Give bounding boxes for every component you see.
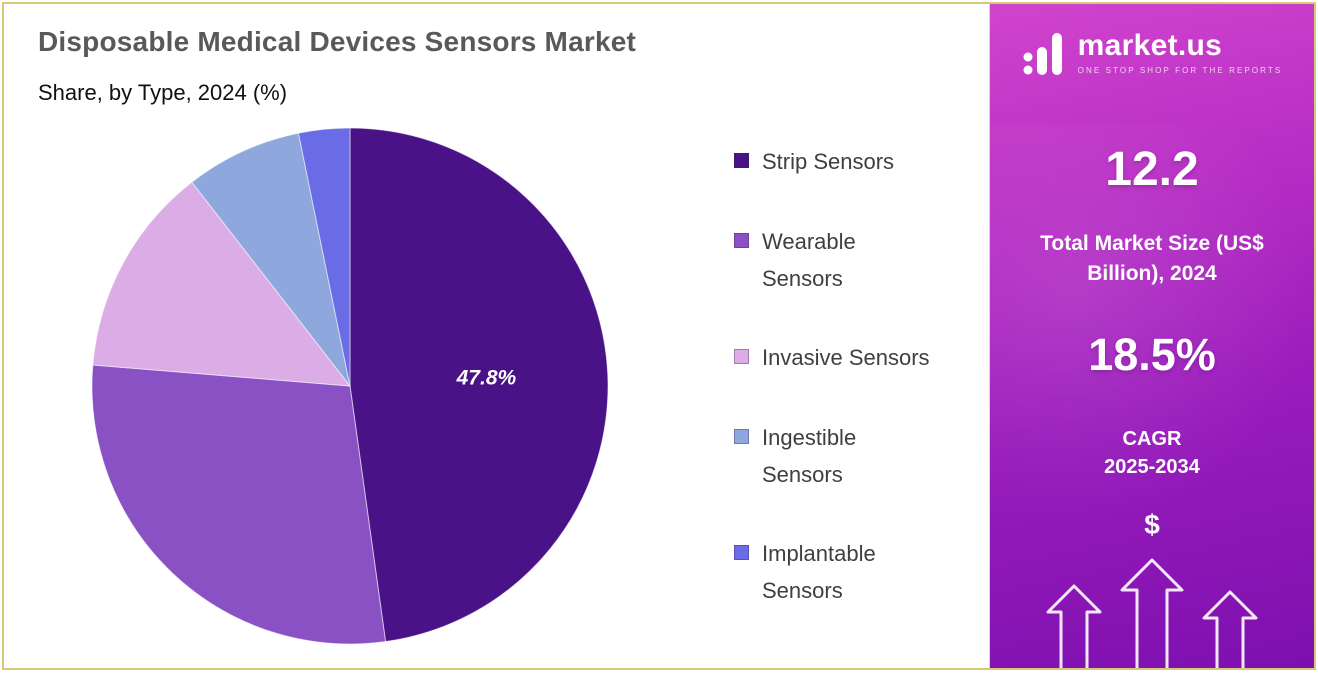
pie-chart-svg: 47.8% xyxy=(91,127,609,645)
growth-arrows-icon xyxy=(1046,558,1258,668)
legend-label: Ingestible Sensors xyxy=(762,424,857,487)
legend-swatch xyxy=(734,428,749,444)
legend-swatch xyxy=(734,349,749,365)
page-title: Disposable Medical Devices Sensors Marke… xyxy=(38,26,637,57)
cagr-value: 18.5% xyxy=(1088,328,1216,380)
brand-name: market.us xyxy=(1077,29,1223,62)
pie-slice-2 xyxy=(92,181,352,387)
legend-label: Invasive Sensors xyxy=(762,345,930,371)
pie-slice-0 xyxy=(349,127,609,643)
legend-swatch xyxy=(734,153,749,168)
legend-item-0: Strip Sensors xyxy=(734,144,930,181)
cagr-label: CAGR 2025-2034 xyxy=(1104,425,1200,481)
cagr-label-line2: 2025-2034 xyxy=(1104,455,1200,478)
market-size-label: Total Market Size (US$ Billion), 2024 xyxy=(1040,232,1264,285)
legend-item-3: Ingestible Sensors xyxy=(734,420,930,494)
market-size-value: 12.2 xyxy=(1105,143,1199,196)
chart-subtitle: Share, by Type, 2024 (%) xyxy=(38,80,288,105)
pie-chart: 47.8% xyxy=(84,120,616,652)
brand-logo: market.us ONE STOP SHOP FOR THE REPORTS xyxy=(1022,30,1283,76)
brand-tagline: ONE STOP SHOP FOR THE REPORTS xyxy=(1077,66,1283,75)
cagr-label-line1: CAGR xyxy=(1122,427,1182,450)
chart-legend: Strip Sensors Wearable Sensors Invasive Se… xyxy=(734,144,930,610)
pie-slice-1 xyxy=(91,364,387,645)
legend-label: Wearable Sensors xyxy=(762,228,856,291)
chart-area: Disposable Medical Devices Sensors Marke… xyxy=(4,4,989,668)
pie-slice-3 xyxy=(191,132,351,387)
brand-logo-text: market.us ONE STOP SHOP FOR THE REPORTS xyxy=(1077,29,1283,76)
legend-label: Implantable Sensors xyxy=(762,541,876,604)
brand-logo-icon xyxy=(1023,33,1062,75)
pie-data-label: 47.8% xyxy=(456,367,517,390)
sidebar-panel: market.us ONE STOP SHOP FOR THE REPORTS … xyxy=(988,4,1314,668)
legend-label: Strip Sensors xyxy=(762,149,895,174)
pie-slice-4 xyxy=(297,127,351,387)
legend-item-4: Implantable Sensors xyxy=(734,536,930,610)
legend-swatch xyxy=(734,232,749,248)
legend-swatch xyxy=(734,545,749,561)
legend-item-2: Invasive Sensors xyxy=(734,340,930,377)
dollar-symbol: $ xyxy=(1144,508,1160,540)
legend-item-1: Wearable Sensors xyxy=(734,224,930,298)
